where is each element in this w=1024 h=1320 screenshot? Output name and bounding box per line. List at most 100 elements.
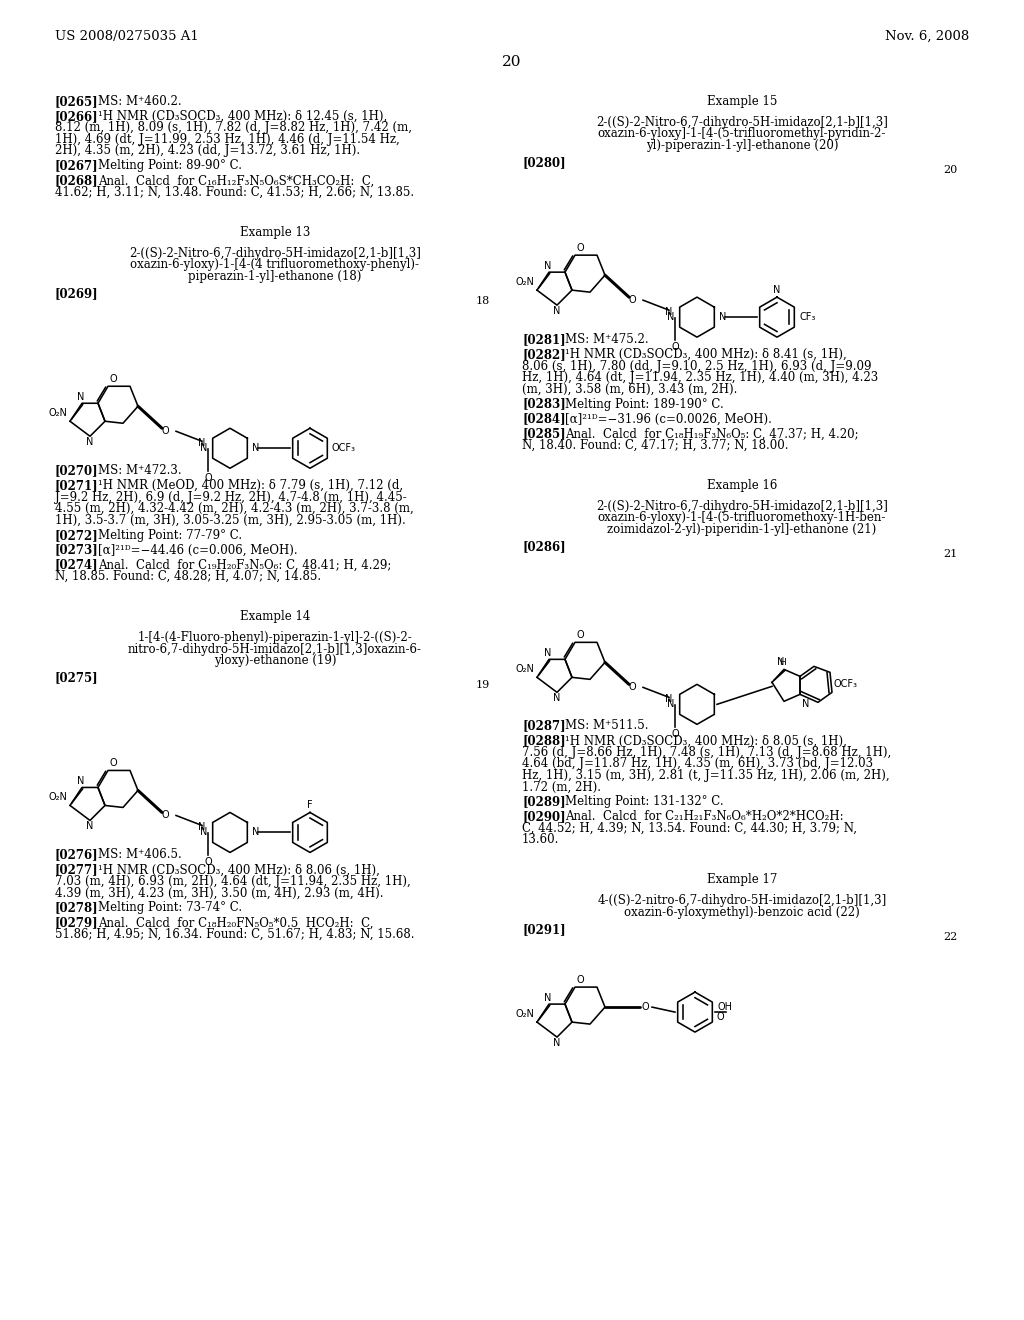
Text: Anal.  Calcd  for C₁₈H₁₉F₃N₆O₅: C, 47.37; H, 4.20;: Anal. Calcd for C₁₈H₁₉F₃N₆O₅: C, 47.37; … xyxy=(565,428,859,441)
Text: O: O xyxy=(641,1002,649,1012)
Text: [0283]: [0283] xyxy=(522,397,565,411)
Text: [0279]: [0279] xyxy=(55,916,98,929)
Text: N: N xyxy=(777,645,784,668)
Text: [0282]: [0282] xyxy=(522,348,565,362)
Text: zoimidazol-2-yl)-piperidin-1-yl]-ethanone (21): zoimidazol-2-yl)-piperidin-1-yl]-ethanon… xyxy=(607,523,877,536)
Text: oxazin-6-yloxymethyl)-benzoic acid (22): oxazin-6-yloxymethyl)-benzoic acid (22) xyxy=(624,906,860,919)
Text: O₂N: O₂N xyxy=(515,277,534,288)
Text: O₂N: O₂N xyxy=(48,792,67,803)
Text: 4.55 (m, 2H), 4.32-4.42 (m, 2H), 4.2-4.3 (m, 2H), 3.7-3.8 (m,: 4.55 (m, 2H), 4.32-4.42 (m, 2H), 4.2-4.3… xyxy=(55,502,414,515)
Text: N: N xyxy=(199,438,206,449)
Text: [0288]: [0288] xyxy=(522,734,565,747)
Text: F: F xyxy=(307,800,312,810)
Text: yl)-piperazin-1-yl]-ethanone (20): yl)-piperazin-1-yl]-ethanone (20) xyxy=(646,139,839,152)
Text: [0273]: [0273] xyxy=(55,544,98,557)
Text: [0285]: [0285] xyxy=(522,428,565,441)
Text: [0270]: [0270] xyxy=(55,465,98,478)
Text: N: N xyxy=(200,444,207,453)
Text: N: N xyxy=(252,444,259,453)
Text: Anal.  Calcd  for C₂₁H₂₁F₃N₆O₆*H₂O*2*HCO₂H:: Anal. Calcd for C₂₁H₂₁F₃N₆O₆*H₂O*2*HCO₂H… xyxy=(565,810,844,824)
Text: N: N xyxy=(252,828,259,837)
Text: OCF₃: OCF₃ xyxy=(332,444,356,453)
Text: [0280]: [0280] xyxy=(522,156,565,169)
Text: N: N xyxy=(667,700,674,709)
Text: Melting Point: 131-132° C.: Melting Point: 131-132° C. xyxy=(565,795,724,808)
Text: oxazin-6-yloxy]-1-[4-(5-trifluoromethyl-pyridin-2-: oxazin-6-yloxy]-1-[4-(5-trifluoromethyl-… xyxy=(598,127,886,140)
Text: H: H xyxy=(778,659,785,668)
Text: [α]²¹ᴰ=−31.96 (c=0.0026, MeOH).: [α]²¹ᴰ=−31.96 (c=0.0026, MeOH). xyxy=(565,413,772,425)
Text: C, 44.52; H, 4.39; N, 13.54. Found: C, 44.30; H, 3.79; N,: C, 44.52; H, 4.39; N, 13.54. Found: C, 4… xyxy=(522,822,857,834)
Text: 20: 20 xyxy=(502,55,522,69)
Text: O: O xyxy=(577,975,584,985)
Text: N: N xyxy=(86,821,93,832)
Text: 2-((S)-2-Nitro-6,7-dihydro-5H-imidazo[2,1-b][1,3]: 2-((S)-2-Nitro-6,7-dihydro-5H-imidazo[2,… xyxy=(596,116,888,129)
Text: N: N xyxy=(666,694,673,705)
Text: [0272]: [0272] xyxy=(55,528,98,541)
Text: 8.06 (s, 1H), 7.80 (dd, J=9.10, 2.5 Hz, 1H), 6.93 (d, J=9.09: 8.06 (s, 1H), 7.80 (dd, J=9.10, 2.5 Hz, … xyxy=(522,359,871,372)
Text: 2-((S)-2-Nitro-6,7-dihydro-5H-imidazo[2,1-b][1,3]: 2-((S)-2-Nitro-6,7-dihydro-5H-imidazo[2,… xyxy=(129,247,421,260)
Text: N: N xyxy=(553,1038,561,1048)
Text: J=9.2 Hz, 2H), 6.9 (d, J=9.2 Hz, 2H), 4.7-4.8 (m, 1H), 4.45-: J=9.2 Hz, 2H), 6.9 (d, J=9.2 Hz, 2H), 4.… xyxy=(55,491,407,504)
Text: [0290]: [0290] xyxy=(522,810,565,824)
Text: O: O xyxy=(628,682,636,693)
Text: 7.03 (m, 4H), 6.93 (m, 2H), 4.64 (dt, J=11.94, 2.35 Hz, 1H),: 7.03 (m, 4H), 6.93 (m, 2H), 4.64 (dt, J=… xyxy=(55,875,411,888)
Text: [0269]: [0269] xyxy=(55,286,98,300)
Text: O: O xyxy=(110,759,117,768)
Text: ¹H NMR (MeOD, 400 MHz): δ 7.79 (s, 1H), 7.12 (d,: ¹H NMR (MeOD, 400 MHz): δ 7.79 (s, 1H), … xyxy=(98,479,403,492)
Text: piperazin-1-yl]-ethanone (18): piperazin-1-yl]-ethanone (18) xyxy=(188,269,361,282)
Text: N: N xyxy=(553,306,561,317)
Text: Anal.  Calcd  for C₁₉H₂₀F₃N₅O₆: C, 48.41; H, 4.29;: Anal. Calcd for C₁₉H₂₀F₃N₅O₆: C, 48.41; … xyxy=(98,558,391,572)
Text: ¹H NMR (CD₃SOCD₃, 400 MHz): δ 12.45 (s, 1H),: ¹H NMR (CD₃SOCD₃, 400 MHz): δ 12.45 (s, … xyxy=(98,110,387,123)
Text: Example 13: Example 13 xyxy=(240,226,310,239)
Text: O: O xyxy=(161,426,169,436)
Text: N: N xyxy=(86,437,93,447)
Text: 2-((S)-2-Nitro-6,7-dihydro-5H-imidazo[2,1-b][1,3]: 2-((S)-2-Nitro-6,7-dihydro-5H-imidazo[2,… xyxy=(596,500,888,513)
Text: (m, 3H), 3.58 (m, 6H), 3.43 (m, 2H).: (m, 3H), 3.58 (m, 6H), 3.43 (m, 2H). xyxy=(522,383,737,396)
Text: 1-[4-(4-Fluoro-phenyl)-piperazin-1-yl]-2-((S)-2-: 1-[4-(4-Fluoro-phenyl)-piperazin-1-yl]-2… xyxy=(137,631,413,644)
Text: ¹H NMR (CD₃SOCD₃, 400 MHz): δ 8.41 (s, 1H),: ¹H NMR (CD₃SOCD₃, 400 MHz): δ 8.41 (s, 1… xyxy=(565,348,847,362)
Text: [0274]: [0274] xyxy=(55,558,98,572)
Text: 13.60.: 13.60. xyxy=(522,833,559,846)
Text: [0286]: [0286] xyxy=(522,540,565,553)
Text: N: N xyxy=(545,648,552,659)
Text: [0265]: [0265] xyxy=(55,95,98,108)
Text: OH: OH xyxy=(717,1002,732,1012)
Text: Example 15: Example 15 xyxy=(707,95,777,108)
Text: 41.62; H, 3.11; N, 13.48. Found: C, 41.53; H, 2.66; N, 13.85.: 41.62; H, 3.11; N, 13.48. Found: C, 41.5… xyxy=(55,186,414,199)
Text: 18: 18 xyxy=(476,296,490,306)
Text: [0277]: [0277] xyxy=(55,863,98,876)
Text: Example 17: Example 17 xyxy=(707,874,777,887)
Text: Example 16: Example 16 xyxy=(707,479,777,492)
Text: Melting Point: 73-74° C.: Melting Point: 73-74° C. xyxy=(98,902,242,915)
Text: 51.86; H, 4.95; N, 16.34. Found: C, 51.67; H, 4.83; N, 15.68.: 51.86; H, 4.95; N, 16.34. Found: C, 51.6… xyxy=(55,928,415,941)
Text: O: O xyxy=(628,296,636,305)
Text: Nov. 6, 2008: Nov. 6, 2008 xyxy=(885,30,969,44)
Text: 22: 22 xyxy=(943,932,957,942)
Text: N: N xyxy=(719,312,726,322)
Text: [0281]: [0281] xyxy=(522,333,565,346)
Text: [0284]: [0284] xyxy=(522,413,565,425)
Text: ¹H NMR (CD₃SOCD₃, 400 MHz): δ 8.06 (s, 1H),: ¹H NMR (CD₃SOCD₃, 400 MHz): δ 8.06 (s, 1… xyxy=(98,863,380,876)
Text: Melting Point: 89-90° C.: Melting Point: 89-90° C. xyxy=(98,160,242,173)
Text: N: N xyxy=(553,693,561,704)
Text: 8.12 (m, 1H), 8.09 (s, 1H), 7.82 (d, J=8.82 Hz, 1H), 7.42 (m,: 8.12 (m, 1H), 8.09 (s, 1H), 7.82 (d, J=8… xyxy=(55,121,412,135)
Text: yloxy)-ethanone (19): yloxy)-ethanone (19) xyxy=(214,653,336,667)
Text: N: N xyxy=(545,993,552,1003)
Text: N: N xyxy=(78,392,85,403)
Text: O₂N: O₂N xyxy=(48,408,67,418)
Text: oxazin-6-yloxy)-1-[4-(4 trifluoromethoxy-phenyl)-: oxazin-6-yloxy)-1-[4-(4 trifluoromethoxy… xyxy=(130,259,420,272)
Text: [α]²¹ᴰ=−44.46 (c=0.006, MeOH).: [α]²¹ᴰ=−44.46 (c=0.006, MeOH). xyxy=(98,544,298,557)
Text: MS: M⁺406.5.: MS: M⁺406.5. xyxy=(98,849,181,862)
Text: OCF₃: OCF₃ xyxy=(834,680,858,689)
Text: O₂N: O₂N xyxy=(515,664,534,675)
Text: 7.56 (d, J=8.66 Hz, 1H), 7.48 (s, 1H), 7.13 (d, J=8.68 Hz, 1H),: 7.56 (d, J=8.66 Hz, 1H), 7.48 (s, 1H), 7… xyxy=(522,746,891,759)
Text: N: N xyxy=(78,776,85,787)
Text: O: O xyxy=(204,474,212,483)
Text: [0268]: [0268] xyxy=(55,174,98,187)
Text: N: N xyxy=(802,700,809,709)
Text: 4.64 (bd, J=11.87 Hz, 1H), 4.35 (m, 6H), 3.73 (bd, J=12.03: 4.64 (bd, J=11.87 Hz, 1H), 4.35 (m, 6H),… xyxy=(522,758,873,771)
Text: nitro-6,7-dihydro-5H-imidazo[2,1-b][1,3]oxazin-6-: nitro-6,7-dihydro-5H-imidazo[2,1-b][1,3]… xyxy=(128,643,422,656)
Text: [0287]: [0287] xyxy=(522,719,565,733)
Text: 20: 20 xyxy=(943,165,957,176)
Text: O: O xyxy=(161,810,169,821)
